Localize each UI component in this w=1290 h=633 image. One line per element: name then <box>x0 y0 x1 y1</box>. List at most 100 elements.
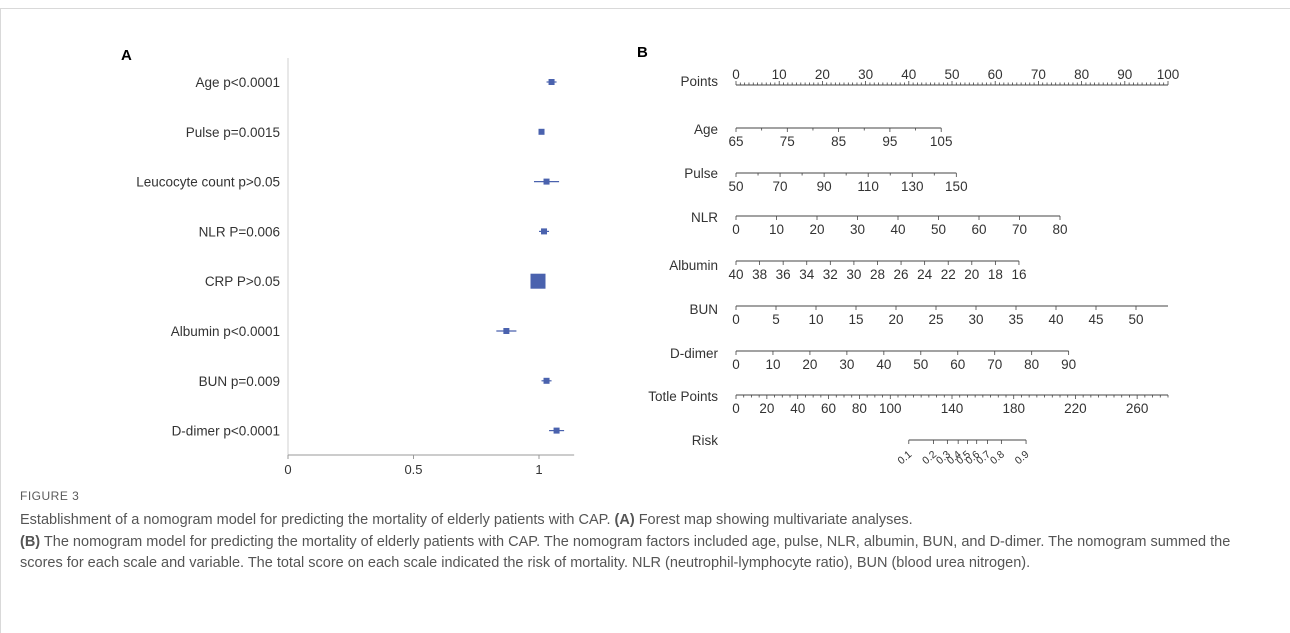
figure-caption: Establishment of a nomogram model for pr… <box>20 510 1270 575</box>
nomogram-tick-label: 95 <box>882 134 897 149</box>
nomogram-tick-label: 30 <box>858 67 873 82</box>
forest-estimate-marker <box>543 178 550 185</box>
nomogram-tick-label: 70 <box>773 179 788 194</box>
nomogram-tick-label: 25 <box>928 312 943 327</box>
nomogram-tick-label: 20 <box>815 67 830 82</box>
nomogram-tick-label: 40 <box>876 357 891 372</box>
nomogram-axis-name: Totle Points <box>648 389 718 404</box>
figure-top-rule <box>0 8 1290 9</box>
forest-row-label: BUN p=0.009 <box>199 374 280 389</box>
nomogram-tick-label: 40 <box>1048 312 1063 327</box>
caption-b-text: The nomogram model for predicting the mo… <box>20 533 1231 572</box>
nomogram-tick-label: 18 <box>988 267 1003 282</box>
nomogram-tick-label: 60 <box>950 357 965 372</box>
nomogram-tick-label: 0 <box>732 67 740 82</box>
caption-b-key: (B) <box>20 533 41 550</box>
nomogram-tick-label: 32 <box>823 267 838 282</box>
nomogram-tick-label: 30 <box>846 267 861 282</box>
nomogram-tick-label: 150 <box>945 179 968 194</box>
nomogram-tick-label: 0 <box>732 312 740 327</box>
nomogram-tick-label: 90 <box>1061 357 1076 372</box>
nomogram-axis-name: Age <box>694 122 718 137</box>
nomogram-tick-label: 80 <box>1024 357 1039 372</box>
nomogram-tick-label: 60 <box>971 222 986 237</box>
figure-left-rule <box>0 8 1 633</box>
nomogram-tick-label: 65 <box>728 134 743 149</box>
nomogram-tick-label: 90 <box>1117 67 1132 82</box>
nomogram-tick-label: 20 <box>888 312 903 327</box>
nomogram-tick-label: 140 <box>941 401 964 416</box>
nomogram-tick-label: 16 <box>1011 267 1026 282</box>
forest-row-label: NLR P=0.006 <box>199 224 280 239</box>
nomogram-tick-label: 45 <box>1088 312 1103 327</box>
forest-estimate-marker <box>530 273 546 289</box>
caption-title: Establishment of a nomogram model for pr… <box>20 512 611 528</box>
forest-estimate-marker <box>503 328 510 334</box>
nomogram-axis-name: D-dimer <box>670 346 719 361</box>
forest-estimate-marker <box>543 377 550 384</box>
nomogram-tick-label: 20 <box>759 401 774 416</box>
nomogram-tick-label: 100 <box>1157 67 1180 82</box>
forest-row-label: CRP P>0.05 <box>205 274 280 289</box>
nomogram-tick-label: 34 <box>799 267 815 282</box>
risk-tick-label: 0.8 <box>988 448 1007 467</box>
nomogram-tick-label: 50 <box>944 67 959 82</box>
forest-estimate-marker <box>541 228 548 235</box>
nomogram-tick-label: 20 <box>964 267 979 282</box>
nomogram-axis-name: Risk <box>692 433 718 448</box>
nomogram-tick-label: 50 <box>931 222 946 237</box>
forest-row-label: D-dimer p<0.0001 <box>172 424 280 439</box>
forest-estimate-marker <box>548 79 555 85</box>
nomogram-tick-label: 10 <box>772 67 787 82</box>
nomogram-tick-label: 50 <box>1128 312 1143 327</box>
nomogram-axis-name: NLR <box>691 210 718 225</box>
nomogram-tick-label: 10 <box>769 222 784 237</box>
nomogram-tick-label: 50 <box>728 179 743 194</box>
caption-a-key: (A) <box>614 512 635 528</box>
panel-b-label: B <box>637 44 648 61</box>
nomogram-tick-label: 70 <box>1031 67 1046 82</box>
nomogram-tick-label: 130 <box>901 179 924 194</box>
forest-row-label: Albumin p<0.0001 <box>171 324 280 339</box>
nomogram-tick-label: 70 <box>987 357 1002 372</box>
nomogram-tick-label: 28 <box>870 267 885 282</box>
forest-estimate-marker <box>538 128 545 135</box>
forest-row-label: Leucocyte count p>0.05 <box>136 175 280 190</box>
caption-a-text: Forest map showing multivariate analyses… <box>638 512 913 528</box>
forest-row-label: Age p<0.0001 <box>196 75 280 90</box>
nomogram-tick-label: 220 <box>1064 401 1087 416</box>
nomogram-tick-label: 260 <box>1126 401 1149 416</box>
nomogram-tick-label: 0 <box>732 222 740 237</box>
nomogram-tick-label: 75 <box>780 134 795 149</box>
forest-x-tick-label: 0.5 <box>404 462 422 477</box>
risk-tick-label: 0.1 <box>895 448 914 467</box>
nomogram-tick-label: 30 <box>839 357 854 372</box>
nomogram-tick-label: 0 <box>732 401 740 416</box>
risk-tick-label: 0.9 <box>1013 448 1032 467</box>
nomogram-tick-label: 20 <box>802 357 817 372</box>
nomogram-tick-label: 15 <box>848 312 863 327</box>
nomogram-axis-name: Pulse <box>684 166 718 181</box>
forest-row-label: Pulse p=0.0015 <box>186 125 280 140</box>
nomogram-tick-label: 85 <box>831 134 846 149</box>
figure-label: FIGURE 3 <box>20 489 80 503</box>
nomogram-tick-label: 50 <box>913 357 928 372</box>
nomogram-tick-label: 40 <box>890 222 905 237</box>
nomogram-tick-label: 36 <box>776 267 791 282</box>
nomogram-axis-name: Points <box>680 74 718 89</box>
nomogram-tick-label: 60 <box>988 67 1003 82</box>
nomogram-tick-label: 5 <box>772 312 780 327</box>
nomogram-tick-label: 80 <box>852 401 867 416</box>
nomogram-tick-label: 40 <box>728 267 743 282</box>
nomogram-tick-label: 60 <box>821 401 836 416</box>
nomogram-tick-label: 70 <box>1012 222 1027 237</box>
forest-x-tick-label: 0 <box>284 462 291 477</box>
nomogram-tick-label: 80 <box>1074 67 1089 82</box>
nomogram-axis-name: BUN <box>689 302 718 317</box>
figure-chart: A 0 0.5 1 Age p<0.0001 Pulse p=0.0015 Leucocyt… <box>121 44 1180 477</box>
forest-x-tick-label: 1 <box>535 462 542 477</box>
nomogram-tick-label: 40 <box>901 67 916 82</box>
nomogram-tick-label: 90 <box>817 179 832 194</box>
nomogram-tick-label: 180 <box>1002 401 1025 416</box>
nomogram-tick-label: 30 <box>968 312 983 327</box>
